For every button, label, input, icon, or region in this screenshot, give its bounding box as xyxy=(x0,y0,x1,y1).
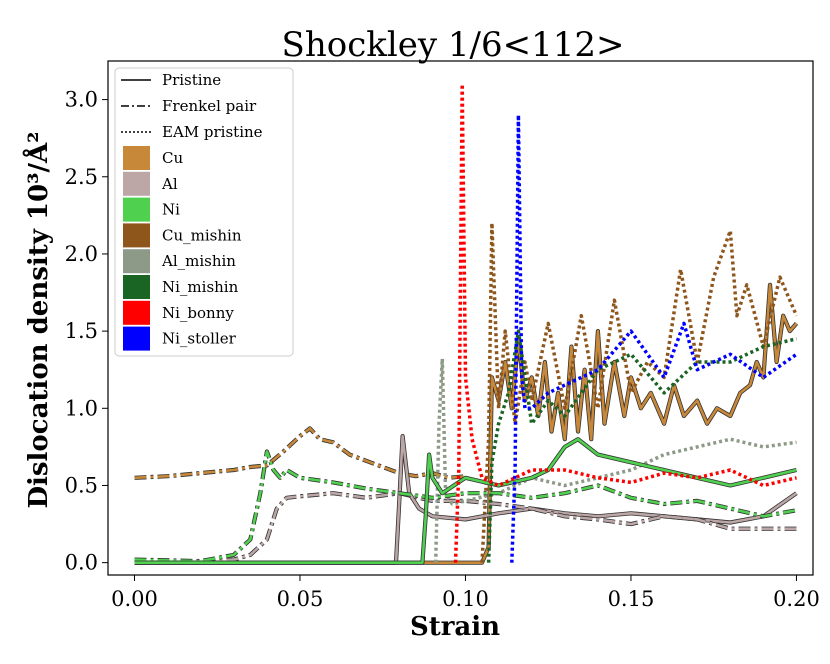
y-tick-label: 0.5 xyxy=(65,473,98,497)
y-axis-label: Dislocation density 10³/Å² xyxy=(23,131,54,508)
y-tick-label: 1.5 xyxy=(65,319,98,343)
x-axis-label: Strain xyxy=(410,612,500,642)
y-tick-label: 2.0 xyxy=(65,242,98,266)
series-ni-pristine xyxy=(134,437,797,565)
series-ni-bonny-eam-pristine xyxy=(453,82,797,563)
series-ni-stoller-eam-pristine xyxy=(510,113,798,563)
chart-title: Shockley 1/6<112> xyxy=(282,25,625,65)
y-tick-label: 3.0 xyxy=(65,88,98,112)
legend-frame xyxy=(114,67,294,357)
y-tick-label: 0.0 xyxy=(65,551,98,575)
legend-material-label: Ni_mishin xyxy=(162,278,239,296)
series-al-frenkel-pair xyxy=(134,491,797,565)
series-ni-mishin-eam-pristine xyxy=(486,329,797,563)
x-tick-label: 0.00 xyxy=(111,587,158,611)
x-tick-label: 0.10 xyxy=(442,587,489,611)
legend-material-label: Ni_stoller xyxy=(162,330,237,348)
legend-swatch xyxy=(123,146,150,170)
x-tick-label: 0.20 xyxy=(773,587,820,611)
series-cu-mishin-eam-pristine xyxy=(480,221,799,563)
legend-swatch xyxy=(123,275,150,299)
x-tick-label: 0.05 xyxy=(277,587,324,611)
series-al-mishin-eam-pristine xyxy=(433,357,797,563)
plot-frame xyxy=(107,60,814,576)
legend-style-label: Frenkel pair xyxy=(162,97,257,115)
y-tick-label: 1.0 xyxy=(65,396,98,420)
legend-material-label: Ni xyxy=(162,201,180,219)
legend-material-label: Ni_bonny xyxy=(162,304,234,322)
x-tick-label: 0.15 xyxy=(608,587,655,611)
legend: Pristine Frenkel pair EAM pristine Cu Al Ni Cu… xyxy=(114,67,294,357)
series-ni-frenkel-pair xyxy=(134,449,797,564)
series-cu-frenkel-pair xyxy=(134,426,466,480)
legend-swatch xyxy=(123,171,150,196)
legend-material-label: Al xyxy=(161,175,178,193)
legend-material-label: Al_mishin xyxy=(161,252,236,270)
legend-style-label: Pristine xyxy=(162,71,221,89)
legend-swatch xyxy=(123,249,150,274)
legend-swatch xyxy=(123,326,150,351)
legend-swatch xyxy=(123,300,150,325)
legend-material-label: Cu xyxy=(162,149,183,167)
legend-swatch xyxy=(123,223,150,248)
y-tick-label: 2.5 xyxy=(65,165,98,189)
legend-material-label: Cu_mishin xyxy=(162,226,242,244)
legend-swatch xyxy=(123,197,150,222)
legend-style-label: EAM pristine xyxy=(162,123,263,141)
